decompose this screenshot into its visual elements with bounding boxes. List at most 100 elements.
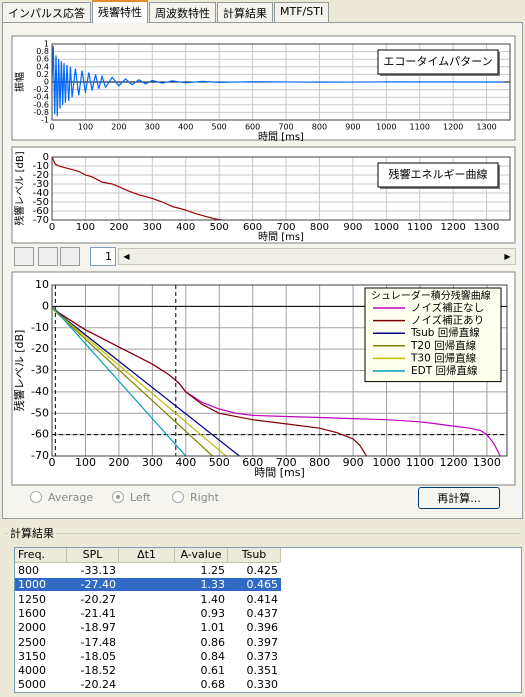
column-header[interactable]: Tsub [228,548,281,562]
y-axis-label: 残響レベル [dB] [13,151,26,225]
table-row[interactable]: 800 -33.13 1.25 0.425 [15,564,281,577]
scroll-left[interactable]: ◀ [123,252,130,261]
table-cell: 0.397 [246,635,279,649]
fit-button[interactable] [14,247,34,266]
table-row[interactable]: 3150 -18.05 0.84 0.373 [15,650,281,663]
table-cell: -17.48 [80,635,116,649]
table-cell: 1.01 [200,621,226,635]
table-cell: 1.40 [200,592,226,606]
zoom-out-button[interactable] [60,247,80,266]
x-tick-label: 200 [108,456,129,469]
zoom-in-button[interactable] [38,247,58,266]
x-tick-label: 0 [49,123,54,132]
plot-border [51,156,511,221]
y-tick-label: 0 [42,299,49,312]
radio-dot[interactable] [172,491,184,503]
y-tick-label: -30 [33,179,49,190]
y-tick-label: -70 [31,449,49,462]
tab[interactable]: 残響特性 [92,0,148,23]
y-tick-label: -1 [41,116,49,125]
legend-label: T30 回帰直線 [410,351,477,364]
table-row[interactable]: 2500 -17.48 0.86 0.397 [15,636,281,649]
series-line [52,157,223,220]
column-header[interactable]: Δt1 [119,548,175,562]
y-tick-label: -0.2 [33,85,49,94]
table-cell: 0.61 [200,664,226,678]
legend-label: Tsub 回帰直線 [410,326,480,339]
x-tick-label: 800 [310,222,329,233]
tab[interactable]: インパルス応答 [2,2,91,22]
table-cell: -18.97 [80,621,116,635]
table-row[interactable]: 4000 -18.52 0.61 0.351 [15,664,281,677]
column-header[interactable]: A-value [175,548,228,562]
series-line [52,308,240,456]
series-line [52,308,227,456]
results-list: Freq. SPL Δt1 A-value Tsub 800 -33.13 1.25 0.425… [14,547,522,693]
scrollbar[interactable]: ◀ ▶ [118,248,516,265]
y-tick-label: -70 [33,215,49,226]
recalc-button[interactable]: 再計算... [418,487,500,509]
table-cell: 0.93 [200,606,226,620]
x-axis-label: 時間 [ms] [254,466,305,479]
series-line [52,306,187,456]
radio-option[interactable]: Right [172,491,219,505]
x-tick-label: 800 [312,123,327,132]
scroll-right[interactable]: ▶ [504,252,511,261]
table-row[interactable]: 1250 -20.27 1.40 0.414 [15,593,281,606]
x-axis-label: 時間 [ms] [258,231,304,243]
table-row[interactable]: 2000 -18.97 1.01 0.396 [15,621,281,634]
table-cell: 0.414 [246,592,279,606]
x-tick-label: 100 [75,456,96,469]
legend-box [377,162,499,188]
table-cell: 1600 [18,606,46,620]
table-cell: -33.13 [80,564,116,577]
table-cell: 5000 [18,678,46,692]
x-tick-label: 400 [175,456,196,469]
x-tick-label: 1000 [373,456,401,469]
tab[interactable]: 周波数特性 [149,2,216,22]
x-tick-label: 900 [345,123,360,132]
table-cell: -27.40 [80,578,116,592]
y-tick-label: -10 [31,321,49,334]
table-row[interactable]: 5000 -20.24 0.68 0.330 [15,678,281,691]
table-cell: 0.437 [246,606,279,620]
legend-label: ノイズ補正なし [411,301,484,314]
x-tick-label: 100 [78,123,93,132]
tab[interactable]: MTF/STI [274,2,330,22]
table-cell: 0.373 [246,649,279,663]
table-cell: 0.86 [200,635,226,649]
x-tick-label: 900 [343,456,364,469]
page-field[interactable]: 1 [90,247,116,266]
table-cell: 3150 [18,649,46,663]
table-cell: -21.41 [80,606,116,620]
tab-bar: インパルス応答 残響特性 周波数特性 計算結果 MTF/STI [2,0,330,23]
y-tick-label: 0.4 [36,62,49,71]
x-tick-label: 600 [242,456,263,469]
x-tick-label: 1200 [440,222,465,233]
x-tick-label: 1200 [443,123,463,132]
radio-option[interactable]: Average [30,491,93,505]
table-cell: -20.24 [80,678,116,692]
table-cell: 0.68 [200,678,226,692]
legend-label: エコータイムパターン [383,55,492,68]
y-tick-label: -20 [31,342,49,355]
radio-dot[interactable] [30,491,42,503]
results-group [4,533,521,696]
y-tick-label: -50 [33,197,49,208]
y-tick-label: 0.2 [36,70,49,79]
legend-label: ノイズ補正あり [411,314,484,327]
legend-label: T20 回帰直線 [410,339,477,352]
x-tick-label: 1300 [473,456,501,469]
table-row[interactable]: 1000 -27.40 1.33 0.465 [15,578,281,592]
tab[interactable]: 計算結果 [217,2,273,22]
table-row[interactable]: 1600 -21.41 0.93 0.437 [15,607,281,620]
radio-option[interactable]: Left [112,491,151,505]
table-cell: 0.465 [246,578,279,592]
column-header[interactable]: Freq. [15,548,67,562]
x-tick-label: 1300 [476,123,496,132]
y-tick-label: 1 [44,40,49,49]
column-header[interactable]: SPL [67,548,119,562]
radio-dot[interactable] [112,491,124,503]
x-tick-label: 1100 [410,123,430,132]
